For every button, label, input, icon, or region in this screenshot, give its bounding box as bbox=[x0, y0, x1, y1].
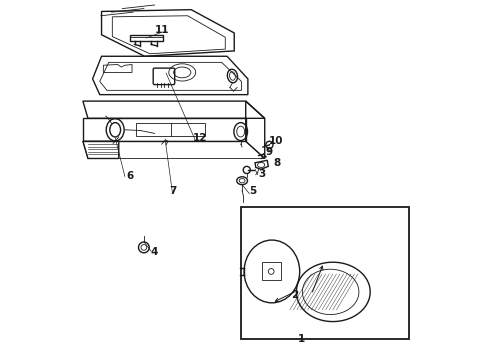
Text: 9: 9 bbox=[266, 147, 273, 157]
Text: 6: 6 bbox=[126, 171, 133, 181]
Text: 10: 10 bbox=[270, 136, 284, 146]
Text: 1: 1 bbox=[298, 333, 305, 343]
Bar bbox=[241, 207, 409, 338]
Text: 8: 8 bbox=[273, 158, 280, 168]
Text: 3: 3 bbox=[259, 168, 266, 179]
Text: 7: 7 bbox=[169, 186, 176, 197]
Text: 5: 5 bbox=[249, 186, 256, 197]
Text: 12: 12 bbox=[193, 133, 207, 143]
Text: 2: 2 bbox=[291, 291, 298, 301]
Text: 11: 11 bbox=[154, 25, 169, 35]
Text: 4: 4 bbox=[151, 247, 158, 257]
